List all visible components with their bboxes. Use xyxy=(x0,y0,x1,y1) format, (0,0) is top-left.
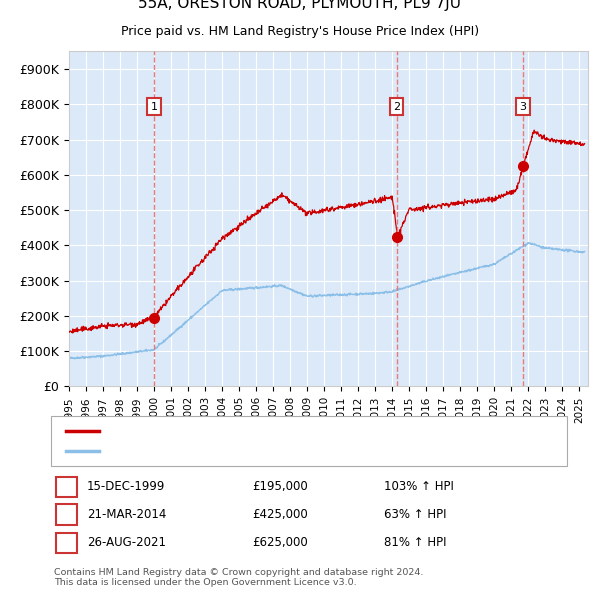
Text: 81% ↑ HPI: 81% ↑ HPI xyxy=(384,536,446,549)
Text: 2: 2 xyxy=(393,101,400,112)
Text: £195,000: £195,000 xyxy=(252,480,308,493)
Text: 1: 1 xyxy=(63,480,70,493)
Text: This data is licensed under the Open Government Licence v3.0.: This data is licensed under the Open Gov… xyxy=(54,578,356,587)
Text: 2: 2 xyxy=(63,508,70,521)
Text: 26-AUG-2021: 26-AUG-2021 xyxy=(87,536,166,549)
Text: 15-DEC-1999: 15-DEC-1999 xyxy=(87,480,166,493)
Text: 3: 3 xyxy=(520,101,526,112)
Text: Contains HM Land Registry data © Crown copyright and database right 2024.: Contains HM Land Registry data © Crown c… xyxy=(54,568,424,577)
Text: £425,000: £425,000 xyxy=(252,508,308,521)
Text: Price paid vs. HM Land Registry's House Price Index (HPI): Price paid vs. HM Land Registry's House … xyxy=(121,25,479,38)
Text: 3: 3 xyxy=(63,536,70,549)
Text: 103% ↑ HPI: 103% ↑ HPI xyxy=(384,480,454,493)
Text: HPI: Average price, detached house, City of Plymouth: HPI: Average price, detached house, City… xyxy=(105,446,404,455)
Text: 63% ↑ HPI: 63% ↑ HPI xyxy=(384,508,446,521)
Text: 55A, ORESTON ROAD, PLYMOUTH, PL9 7JU: 55A, ORESTON ROAD, PLYMOUTH, PL9 7JU xyxy=(139,0,461,11)
Text: 21-MAR-2014: 21-MAR-2014 xyxy=(87,508,166,521)
Text: 1: 1 xyxy=(151,101,158,112)
Text: 55A, ORESTON ROAD, PLYMOUTH, PL9 7JU (detached house): 55A, ORESTON ROAD, PLYMOUTH, PL9 7JU (de… xyxy=(105,427,442,436)
Text: £625,000: £625,000 xyxy=(252,536,308,549)
